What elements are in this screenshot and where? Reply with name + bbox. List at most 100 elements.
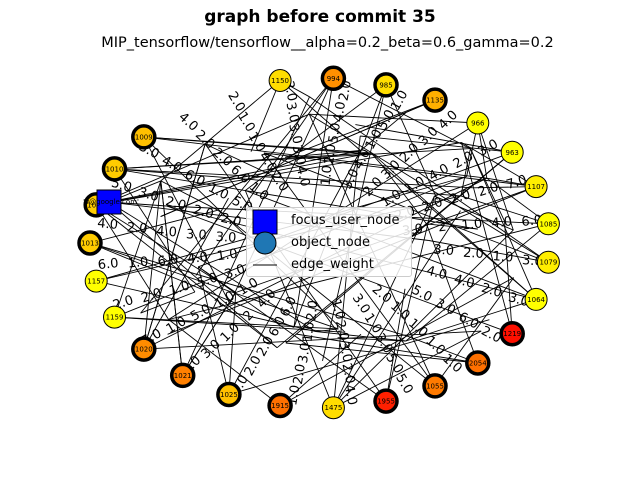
focus-user-node-label: 'v@google.com' bbox=[83, 198, 139, 206]
object-node-label: 1064 bbox=[527, 296, 545, 304]
graph-edge bbox=[114, 168, 478, 230]
graph-edge bbox=[198, 266, 387, 402]
graph-edge bbox=[315, 328, 339, 333]
graph-edge bbox=[285, 150, 361, 158]
legend-row-focus: focus_user_node bbox=[247, 209, 411, 235]
edge-weight-label: 3.0 bbox=[136, 185, 160, 205]
edge-weight-label: 6.0 bbox=[227, 162, 252, 187]
edge-weight-label: 1.0 bbox=[328, 298, 348, 322]
graph-edge bbox=[285, 342, 478, 364]
graph-edge bbox=[228, 292, 237, 395]
edge-weight-label: 2.0 bbox=[192, 128, 217, 153]
edge-weight-label: 1.0 bbox=[319, 164, 336, 186]
graph-edge bbox=[143, 197, 229, 350]
object-node-1085: 1085 bbox=[536, 212, 560, 236]
object-node-circle bbox=[465, 350, 491, 376]
edge-weight-label: 1.0 bbox=[461, 216, 483, 233]
object-node-label: 1020 bbox=[135, 346, 153, 354]
edge-weight-label: 4.0 bbox=[175, 110, 200, 135]
legend-edge-marker bbox=[253, 264, 277, 266]
object-node-1135: 1135 bbox=[422, 87, 448, 113]
focus-user-node: 'v@google.com' bbox=[83, 189, 139, 215]
object-node-1157: 1157 bbox=[84, 269, 108, 293]
object-node-1020: 1020 bbox=[131, 336, 157, 362]
graph-edge bbox=[89, 242, 295, 328]
graph-edge bbox=[285, 99, 436, 158]
edge-weight-label: 2.0 bbox=[339, 362, 358, 385]
graph-edge bbox=[333, 229, 514, 409]
graph-edge bbox=[469, 148, 505, 222]
graph-edge bbox=[486, 177, 549, 225]
edge-weight-label: 1.0 bbox=[216, 247, 239, 265]
edge-weight-label: 2.0 bbox=[304, 299, 321, 321]
graph-edge bbox=[385, 288, 406, 402]
graph-edge bbox=[95, 204, 237, 293]
edge-weight-label: 7.0 bbox=[505, 173, 529, 193]
legend-row-edge: edge_weight bbox=[247, 255, 411, 275]
graph-edge bbox=[295, 333, 478, 364]
edge-weight-label: 3.0 bbox=[185, 227, 207, 243]
legend-object-marker bbox=[253, 231, 277, 255]
object-node-1219: 1219 bbox=[499, 320, 525, 347]
object-node-label: 1013 bbox=[81, 240, 99, 248]
graph-edge bbox=[337, 337, 406, 342]
graph-edge bbox=[140, 291, 196, 314]
graph-edge bbox=[385, 195, 435, 402]
object-node-1064: 1064 bbox=[524, 287, 548, 311]
object-node-1055: 1055 bbox=[422, 373, 448, 399]
object-node-994: 994 bbox=[320, 65, 347, 92]
edge-weight-label: 2.0 bbox=[242, 353, 265, 378]
edge-weight-label: 1.0 bbox=[300, 321, 317, 343]
edge-weight-label: 4.0 bbox=[156, 224, 178, 240]
edge-weight-label: 3.0 bbox=[289, 143, 309, 167]
legend-object-label: object_node bbox=[291, 235, 371, 250]
graph-edge bbox=[143, 136, 231, 304]
graph-edge bbox=[250, 80, 281, 152]
edge-weight-label: 3.0 bbox=[285, 122, 304, 146]
object-node-label: 963 bbox=[506, 149, 519, 157]
object-node-label: 1475 bbox=[324, 404, 342, 412]
legend: focus_user_node object_node edge_weight bbox=[246, 207, 412, 277]
graph-edge bbox=[96, 152, 372, 206]
object-node-1955: 1955 bbox=[373, 388, 399, 414]
object-node-label: 1079 bbox=[539, 259, 557, 267]
object-node-circle bbox=[524, 287, 548, 311]
object-node-1010: 1010 bbox=[101, 156, 128, 182]
edge-weight-label: 2.0 bbox=[322, 143, 339, 165]
graph-edge bbox=[143, 136, 374, 155]
object-node-label: 1107 bbox=[527, 183, 545, 191]
object-node-circle bbox=[169, 362, 196, 389]
edge-weight-label: 3.0 bbox=[223, 262, 247, 283]
node-layer: 1150 994 985 1135 966 963 1107 1085 1079 1064 1219… bbox=[77, 65, 560, 420]
object-node-circle bbox=[131, 124, 157, 150]
graph-edge bbox=[108, 201, 317, 332]
legend-edge-label: edge_weight bbox=[291, 257, 374, 272]
edge-weight-label: 2.0 bbox=[369, 282, 394, 307]
edge-weight-label: 1.0 bbox=[439, 351, 464, 376]
edge-weight-label: 4.0 bbox=[491, 214, 513, 231]
edge-weight-label: 1.0 bbox=[127, 255, 149, 272]
graph-edge bbox=[461, 142, 513, 334]
graph-edge bbox=[460, 148, 471, 196]
edge-weight-label: 2.0 bbox=[139, 286, 163, 307]
object-node-circle bbox=[216, 381, 242, 408]
graph-edge bbox=[504, 221, 513, 334]
edge-weight-label: 3.0 bbox=[283, 101, 302, 124]
edge-weight-label: 4.0 bbox=[187, 250, 209, 267]
edge-weight-label: 3.0 bbox=[476, 137, 501, 160]
edge-weight-label: 5.0 bbox=[195, 270, 219, 291]
object-node-1013: 1013 bbox=[77, 230, 103, 256]
object-node-circle bbox=[84, 269, 108, 293]
object-node-1009: 1009 bbox=[131, 124, 157, 150]
object-node-circle bbox=[499, 320, 525, 347]
edge-weight-label: 1.0 bbox=[167, 278, 191, 299]
graph-edge bbox=[96, 280, 316, 333]
graph-edge bbox=[143, 143, 206, 350]
edge-weight-label: 1.0 bbox=[387, 299, 412, 324]
graph-edge bbox=[143, 330, 482, 350]
object-node-1021: 1021 bbox=[169, 362, 196, 389]
graph-edge bbox=[315, 331, 406, 342]
edge-weight-label: 4.0 bbox=[293, 165, 313, 189]
object-node-circle bbox=[536, 212, 560, 236]
